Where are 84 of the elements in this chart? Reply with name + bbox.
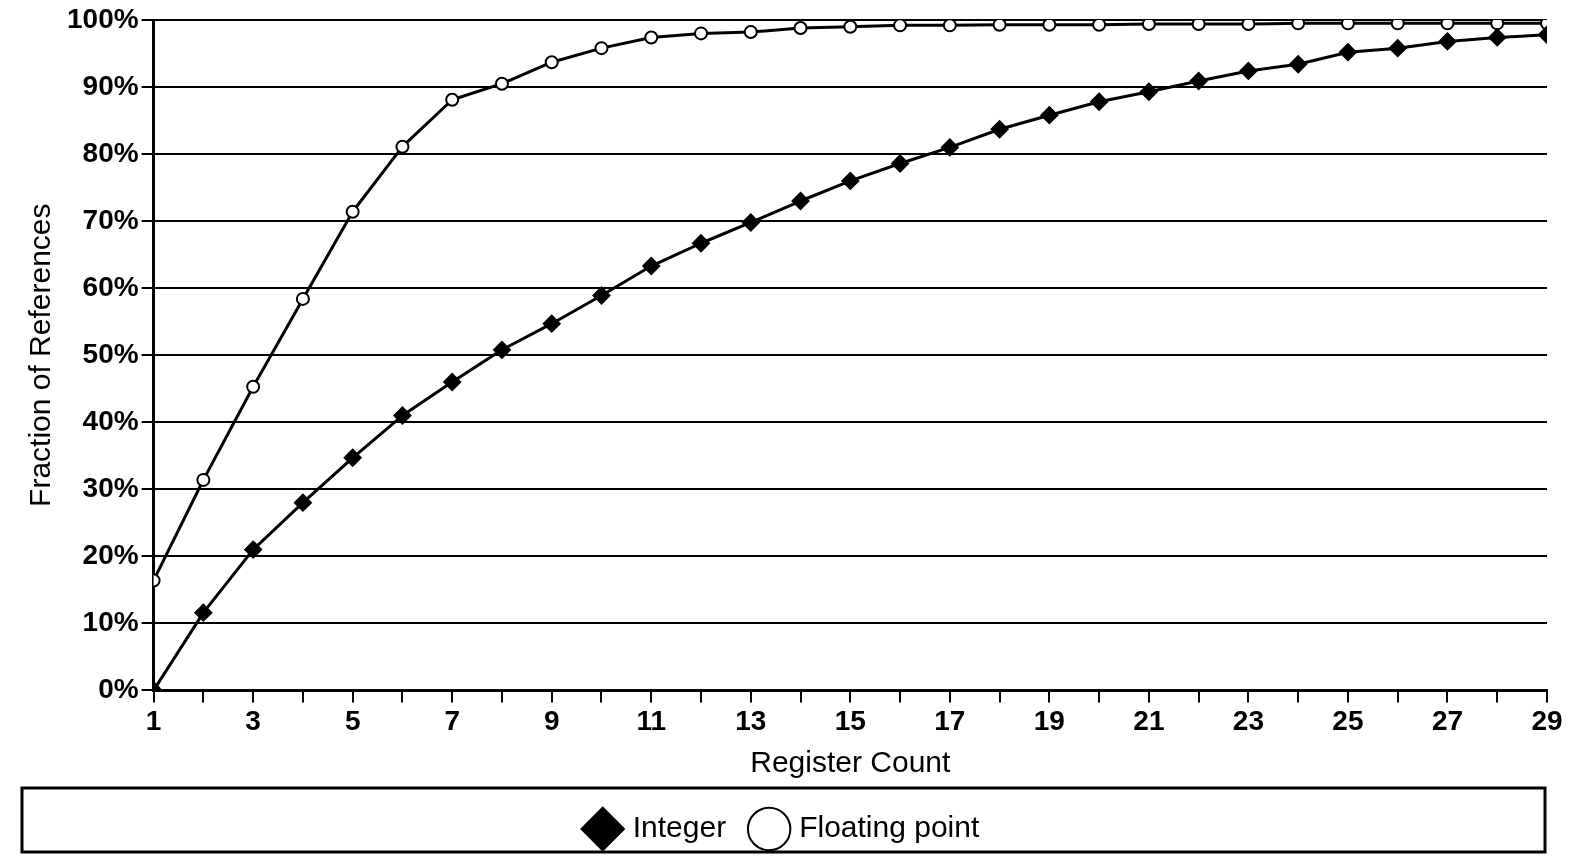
point [1340,20,1355,31]
point [1090,92,1109,111]
point [244,540,263,559]
point [1388,39,1407,58]
x-tick-label: 27 [1431,704,1464,736]
x-tick-label: 19 [1033,704,1065,736]
point [1241,20,1256,32]
point [942,20,957,33]
point [293,493,312,512]
point [1488,28,1507,47]
point [1040,106,1059,125]
x-tick-label: 17 [934,704,966,736]
y-tick-label: 70% [82,203,139,235]
point [343,448,362,467]
point [940,138,959,157]
y-tick-label: 60% [82,270,139,302]
x-tick-label: 11 [636,704,667,736]
point [644,30,659,45]
point [592,286,611,305]
x-tick-label: 3 [245,704,261,736]
point [594,41,609,56]
point [1239,61,1258,80]
point [1042,20,1057,32]
point [194,603,213,622]
y-tick-label: 20% [82,539,139,571]
point [445,92,460,107]
x-tick-label: 5 [344,704,361,736]
point [345,204,360,219]
point [791,192,810,211]
x-tick-label: 29 [1531,704,1563,736]
point [1289,55,1308,74]
point [1139,82,1158,101]
x-tick-label: 21 [1133,704,1165,736]
point [990,120,1009,139]
point [1189,72,1208,91]
x-tick-label: 13 [735,704,767,736]
y-tick-label: 10% [82,606,139,638]
x-tick-label: 1 [145,704,162,736]
x-tick-label: 7 [444,704,460,736]
y-tick-label: 30% [82,472,139,503]
point [992,20,1007,32]
point [395,139,410,154]
point [1438,32,1457,51]
point [1291,20,1306,31]
x-tick-label: 9 [543,704,560,736]
point [1092,20,1107,32]
point [1141,20,1156,32]
point [741,213,760,232]
x-tick-label: 15 [834,704,866,736]
point [893,20,908,33]
legend-label: Floating point [799,810,980,844]
point [1440,20,1455,31]
point [1490,20,1505,31]
point [196,472,211,487]
legend-label: Integer [632,810,727,844]
point [1338,43,1357,62]
y-tick-label: 80% [82,136,139,168]
y-tick-label: 90% [82,69,139,101]
y-tick-label: 40% [82,404,139,436]
point [743,25,758,40]
point [393,406,412,425]
point [841,171,860,190]
point [544,55,559,70]
point [492,340,511,359]
point [793,21,808,36]
x-axis-title: Register Count [750,745,952,779]
y-tick-label: 100% [66,2,139,34]
point [692,234,711,253]
point [642,257,661,276]
x-tick-label: 25 [1332,704,1364,736]
point [443,373,462,392]
point [694,26,709,41]
x-tick-label: 23 [1232,704,1264,736]
point [494,76,509,91]
point [295,291,310,306]
point [246,379,261,394]
point [1390,20,1405,31]
point [542,314,561,333]
point [843,20,858,34]
y-axis-title: Fraction of References [23,203,57,507]
point [1191,20,1206,32]
y-tick-label: 0% [98,673,139,705]
y-tick-label: 50% [82,337,139,369]
point [891,154,910,173]
